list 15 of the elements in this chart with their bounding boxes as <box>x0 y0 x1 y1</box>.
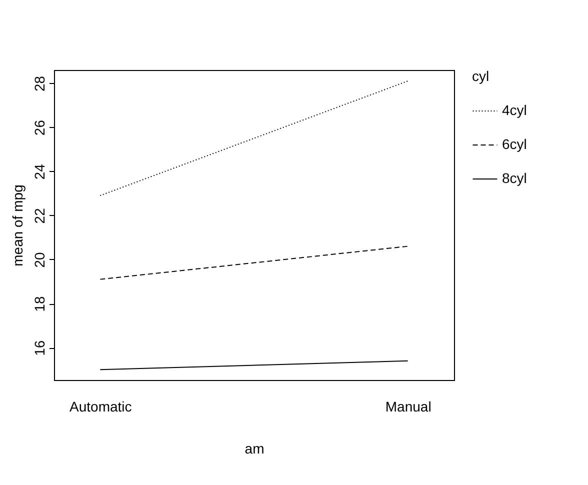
x-tick-label: Manual <box>385 398 432 414</box>
y-tick-label: 20 <box>32 252 48 268</box>
y-tick-label: 28 <box>32 76 48 92</box>
legend-label: 6cyl <box>502 136 527 152</box>
y-tick-label: 18 <box>32 296 48 312</box>
y-tick-label: 16 <box>32 340 48 356</box>
y-axis-title: mean of mpg <box>10 184 26 266</box>
legend-title: cyl <box>472 68 490 84</box>
legend-label: 4cyl <box>502 102 527 118</box>
y-tick-label: 26 <box>32 120 48 136</box>
legend-label: 8cyl <box>502 170 527 186</box>
y-tick-label: 22 <box>32 208 48 224</box>
y-tick-label: 24 <box>32 164 48 180</box>
x-tick-label: Automatic <box>70 398 132 414</box>
x-axis-title: am <box>244 440 264 456</box>
